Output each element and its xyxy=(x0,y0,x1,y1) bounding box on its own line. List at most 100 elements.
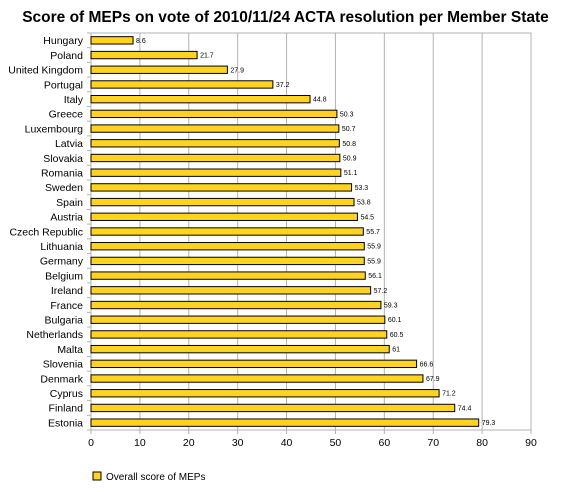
data-label: 74.4 xyxy=(458,405,472,412)
data-label: 27.9 xyxy=(230,67,244,74)
x-tick-label: 90 xyxy=(525,437,537,449)
category-label: Belgium xyxy=(45,270,83,282)
category-label: Denmark xyxy=(40,373,83,385)
bar xyxy=(90,94,311,104)
category-label: Luxembourg xyxy=(25,123,84,135)
legend-label: Overall score of MEPs xyxy=(106,472,205,483)
bar xyxy=(90,36,134,45)
bar xyxy=(90,315,386,324)
category-labels: Hungary Poland United Kingdom Portugal Italy… xyxy=(8,35,83,429)
category-label: Czech Republic xyxy=(9,226,83,238)
category-label: Austria xyxy=(50,212,83,224)
category-label: France xyxy=(50,300,83,312)
data-label: 37.2 xyxy=(276,82,290,89)
data-label: 53.8 xyxy=(357,200,371,207)
data-label: 60.5 xyxy=(390,332,404,339)
bar xyxy=(90,403,456,413)
bar xyxy=(90,197,355,207)
data-label: 56.1 xyxy=(368,273,382,280)
x-tick-label: 80 xyxy=(476,437,488,449)
category-label: Lithuania xyxy=(40,241,83,253)
bar xyxy=(90,344,390,354)
data-label: 53.3 xyxy=(355,185,369,192)
bar xyxy=(90,65,228,74)
data-label: 54.5 xyxy=(360,214,374,221)
bar xyxy=(90,330,388,339)
legend-swatch xyxy=(92,471,102,481)
x-tick-label: 0 xyxy=(88,437,94,449)
bar xyxy=(90,153,341,163)
data-label: 21.7 xyxy=(200,53,214,60)
bar xyxy=(90,418,480,427)
category-label: Hungary xyxy=(43,35,83,47)
data-label: 57.2 xyxy=(374,288,388,295)
bar xyxy=(90,80,274,89)
category-label: Netherlands xyxy=(26,329,83,341)
category-label: Estonia xyxy=(48,417,83,429)
data-label: 79.3 xyxy=(482,420,496,427)
data-label: 55.9 xyxy=(367,258,381,265)
data-label: 66.6 xyxy=(420,361,434,368)
data-label: 50.9 xyxy=(343,155,357,162)
category-label: Ireland xyxy=(51,285,83,297)
category-label: Greece xyxy=(49,109,84,121)
category-label: Spain xyxy=(56,197,83,209)
bar xyxy=(90,109,338,119)
category-label: Italy xyxy=(64,94,84,106)
bar xyxy=(90,359,418,369)
data-label: 44.8 xyxy=(313,97,327,104)
bar xyxy=(90,256,365,266)
x-tick-label: 10 xyxy=(134,437,146,449)
data-label: 8.6 xyxy=(136,38,146,45)
data-labels: 8.6 21.7 27.9 37.2 44.8 50.3 50.7 50.8 50.9 51.1 5… xyxy=(136,38,495,427)
x-tick-label: 60 xyxy=(378,437,390,449)
x-tick-label: 30 xyxy=(232,437,244,449)
x-tick-label: 50 xyxy=(330,437,342,449)
bar xyxy=(90,374,424,383)
bar xyxy=(90,227,364,236)
bar xyxy=(90,242,365,251)
data-label: 55.7 xyxy=(366,229,380,236)
category-label: Cyprus xyxy=(50,388,83,400)
category-label: Slovenia xyxy=(43,359,83,371)
category-label: Slovakia xyxy=(43,153,83,165)
data-label: 50.8 xyxy=(342,141,356,148)
data-label: 59.3 xyxy=(384,303,398,310)
category-label: Poland xyxy=(50,50,83,62)
data-label: 50.3 xyxy=(340,111,354,118)
x-tick-labels: 0 10 20 30 40 50 60 70 80 90 xyxy=(88,437,537,449)
chart-title: Score of MEPs on vote of 2010/11/24 ACTA… xyxy=(22,9,549,26)
data-label: 60.1 xyxy=(388,317,402,324)
bar xyxy=(90,124,340,133)
data-label: 50.7 xyxy=(342,126,356,133)
data-label: 71.2 xyxy=(442,391,456,398)
category-label: Germany xyxy=(40,256,84,268)
category-label: Sweden xyxy=(45,182,83,194)
category-label: Romania xyxy=(41,167,83,179)
x-tick-label: 70 xyxy=(427,437,439,449)
bar xyxy=(90,183,353,192)
category-label: Finland xyxy=(49,403,84,415)
data-label: 61 xyxy=(392,347,400,354)
data-label: 51.1 xyxy=(344,170,358,177)
category-label: United Kingdom xyxy=(8,65,83,77)
category-label: Malta xyxy=(57,344,83,356)
bar xyxy=(90,212,358,221)
bar xyxy=(90,139,340,148)
x-tick-label: 40 xyxy=(281,437,293,449)
data-label: 67.9 xyxy=(426,376,440,383)
bar xyxy=(90,389,440,398)
bar xyxy=(90,286,372,295)
bar xyxy=(90,300,382,310)
bar xyxy=(90,168,342,177)
category-label: Latvia xyxy=(55,138,83,150)
bar xyxy=(90,50,198,60)
bar xyxy=(90,271,366,280)
legend: Overall score of MEPs xyxy=(92,471,205,483)
x-tick-label: 20 xyxy=(183,437,195,449)
category-label: Portugal xyxy=(44,79,83,91)
data-label: 55.9 xyxy=(367,244,381,251)
bars xyxy=(90,36,480,427)
category-label: Bulgaria xyxy=(44,315,83,327)
